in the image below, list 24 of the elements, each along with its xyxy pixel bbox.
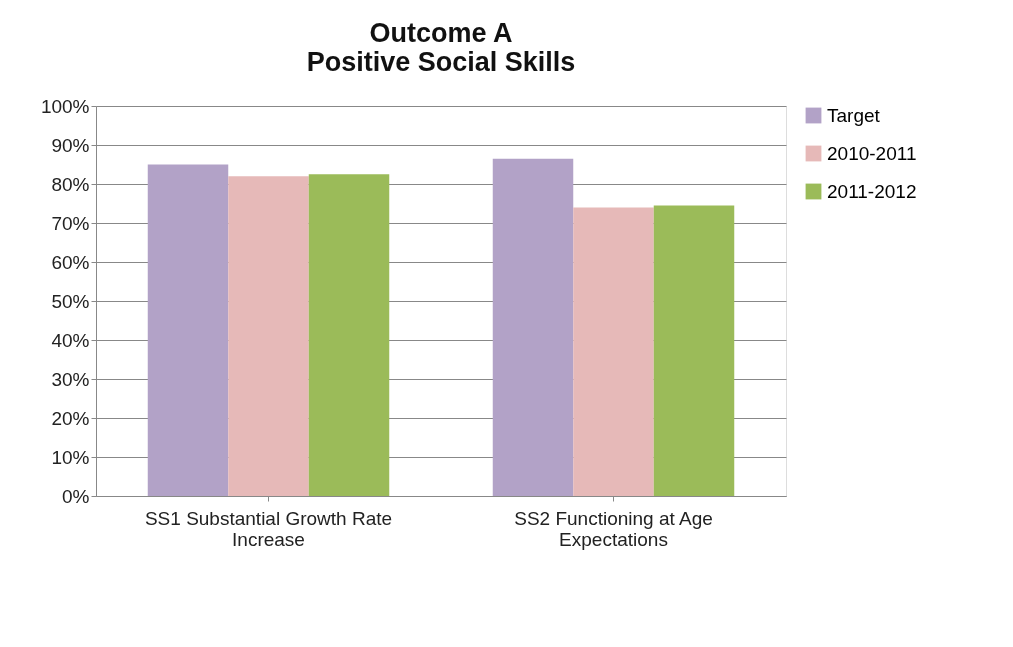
y-tick-label: 90% (51, 134, 90, 156)
y-tick-label: 100% (40, 95, 90, 117)
x-tick-label: SS1 Substantial Growth Rate Increase (144, 507, 393, 550)
y-tick-label: 30% (51, 368, 90, 390)
x-tick-label: SS2 Functioning at Age Expectations (514, 507, 713, 550)
y-tick-label: 40% (51, 329, 90, 351)
bar (308, 174, 390, 496)
bar (147, 164, 229, 496)
y-tick-label: 20% (51, 407, 90, 429)
y-tick-label: 0% (62, 485, 90, 507)
y-tick-label: 50% (51, 290, 90, 312)
legend-label: 2010-2011 (827, 142, 917, 164)
text: Positive Social Skills (306, 47, 576, 77)
y-tick-label: 60% (51, 251, 90, 273)
bar (573, 207, 654, 496)
bar (492, 158, 574, 496)
legend-label: 2011-2012 (827, 180, 917, 202)
bar (653, 205, 735, 496)
y-tick-label: 10% (51, 446, 90, 468)
text: Outcome A (369, 18, 513, 48)
y-tick-label: 70% (51, 212, 90, 234)
y-tick-label: 80% (51, 173, 90, 195)
bar (228, 176, 309, 496)
legend-label: Target (827, 104, 881, 126)
